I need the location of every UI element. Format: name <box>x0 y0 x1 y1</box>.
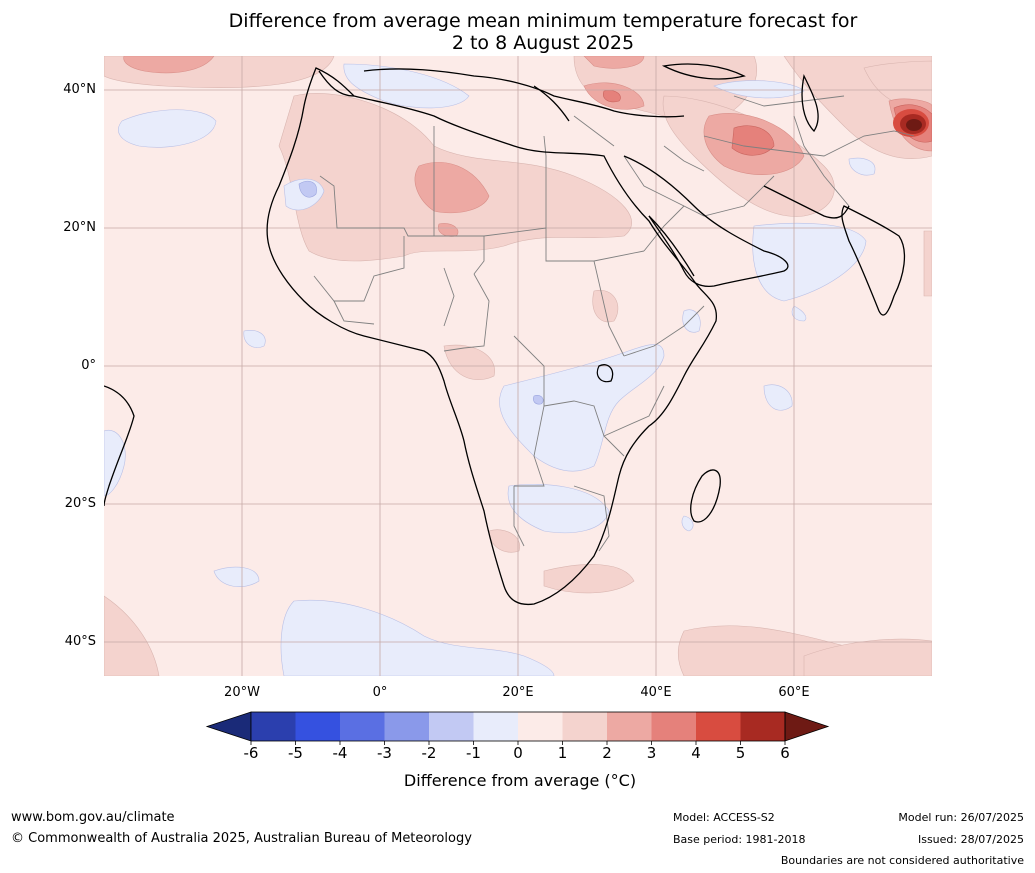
footer-copyright: © Commonwealth of Australia 2025, Austra… <box>11 831 472 846</box>
colorbar-tick-label: 4 <box>691 744 701 762</box>
anomaly-minus-1-to-0 <box>104 63 876 676</box>
lat-label-40n: 40°N <box>63 82 96 97</box>
footer-issued: Issued: 28/07/2025 <box>917 833 1024 846</box>
colorbar-tick-label: -4 <box>332 744 348 762</box>
colorbar-segment <box>340 712 385 741</box>
colorbar-segment <box>384 712 429 741</box>
colorbar-outline <box>250 711 786 742</box>
colorbar-tick-label: 5 <box>735 744 746 762</box>
colorbar-tick-label: 2 <box>602 744 612 762</box>
title-line-1: Difference from average mean minimum tem… <box>228 10 858 32</box>
colorbar-tick-label: 3 <box>646 744 657 762</box>
colorbar-segment <box>429 712 474 741</box>
footer-model-run: Model run: 26/07/2025 <box>898 811 1024 824</box>
lon-label-20e: 20°E <box>502 685 534 700</box>
colorbar-segment <box>295 712 340 741</box>
anomaly-minus-2-to-minus-1 <box>298 181 544 405</box>
graticule <box>104 56 932 676</box>
colorbar-segment <box>740 712 785 741</box>
colorbar-arrow-low <box>205 711 252 742</box>
colorbar-segment <box>562 712 607 741</box>
colorbar-label: Difference from average (°C) <box>403 771 637 790</box>
forecast-map <box>104 56 932 676</box>
lon-label-60e: 60°E <box>778 685 810 700</box>
footer-model: Model: ACCESS-S2 <box>673 811 775 824</box>
lat-label-20n: 20°N <box>63 220 96 235</box>
colorbar-tick-label: -5 <box>288 744 303 762</box>
colorbar-segment <box>251 712 296 741</box>
colorbar-segment <box>473 712 518 741</box>
map-title: Difference from average mean minimum tem… <box>0 10 1035 54</box>
colorbar-tick-label: -2 <box>421 744 437 762</box>
lon-label-20w: 20°W <box>224 685 260 700</box>
title-line-2: 2 to 8 August 2025 <box>451 32 635 54</box>
lat-label-40s: 40°S <box>64 634 96 649</box>
lat-label-20s: 20°S <box>64 496 96 511</box>
anomaly-hotspot <box>893 109 929 137</box>
colorbar-tick-label: 0 <box>513 744 523 762</box>
lon-label-0: 0° <box>372 685 388 700</box>
country-boundaries <box>313 95 915 552</box>
footer-website: www.bom.gov.au/climate <box>11 810 175 825</box>
colorbar-arrow-high <box>784 711 830 742</box>
lon-label-40e: 40°E <box>640 685 672 700</box>
map-canvas <box>104 56 932 676</box>
colorbar-tick-label: -6 <box>243 744 259 762</box>
colorbar-segment <box>518 712 563 741</box>
colorbar-tick-label: 1 <box>557 744 568 762</box>
colorbar-tick-label: 6 <box>780 744 790 762</box>
colorbar-tick-label: -1 <box>466 744 481 762</box>
coastlines <box>104 63 906 606</box>
colorbar-tick-label: -3 <box>377 744 392 762</box>
lat-label-0: 0° <box>81 358 96 373</box>
footer-disclaimer: Boundaries are not considered authoritat… <box>780 854 1024 867</box>
footer-base-period: Base period: 1981-2018 <box>673 833 806 846</box>
colorbar-segment <box>651 712 696 741</box>
colorbar-segments <box>205 711 830 745</box>
colorbar-segment <box>607 712 652 741</box>
colorbar-segment <box>696 712 741 741</box>
